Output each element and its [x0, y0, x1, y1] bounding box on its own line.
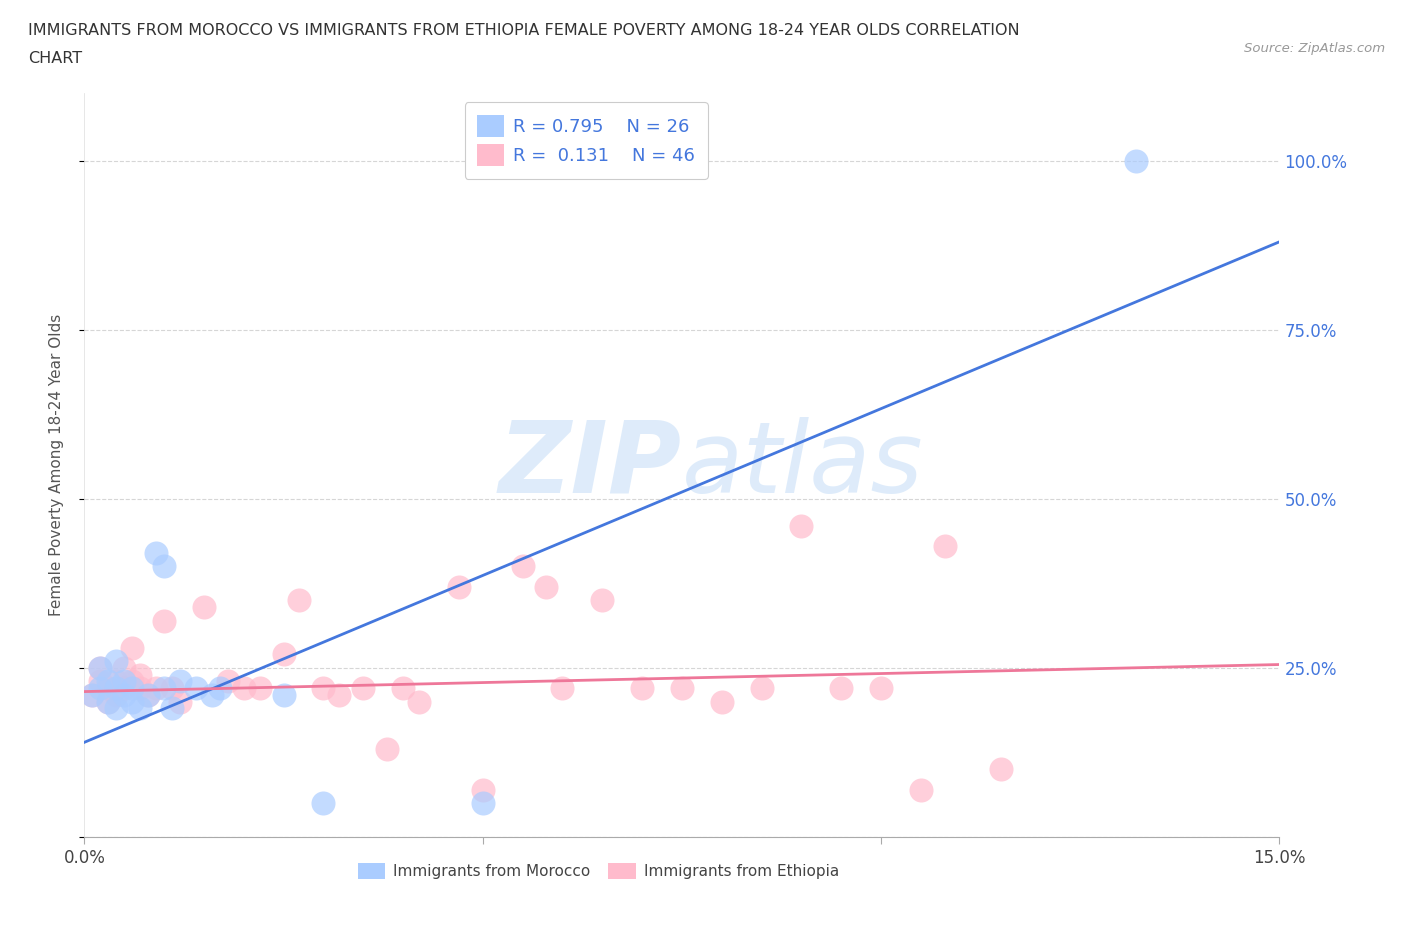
Legend: Immigrants from Morocco, Immigrants from Ethiopia: Immigrants from Morocco, Immigrants from…: [352, 857, 845, 885]
Point: [328, 687, 350, 702]
Point: [121, 674, 143, 689]
Point: [136, 687, 159, 702]
Point: [121, 640, 143, 655]
Point: [153, 613, 176, 628]
Point: [184, 681, 207, 696]
Point: [392, 681, 415, 696]
Point: [97, 681, 120, 696]
Point: [217, 674, 239, 689]
Text: atlas: atlas: [682, 417, 924, 513]
Point: [551, 681, 574, 696]
Point: [145, 546, 167, 561]
Point: [990, 762, 1012, 777]
Point: [232, 681, 254, 696]
Point: [153, 559, 176, 574]
Point: [82, 687, 104, 702]
Point: [121, 681, 143, 696]
Point: [201, 687, 224, 702]
Point: [89, 660, 111, 675]
Point: [129, 701, 152, 716]
Point: [830, 681, 852, 696]
Point: [870, 681, 893, 696]
Point: [97, 695, 120, 710]
Point: [105, 654, 128, 669]
Point: [1125, 153, 1147, 168]
Point: [89, 660, 111, 675]
Point: [631, 681, 654, 696]
Point: [112, 681, 135, 696]
Point: [273, 687, 295, 702]
Point: [288, 592, 311, 607]
Point: [89, 674, 111, 689]
Point: [169, 674, 191, 689]
Text: CHART: CHART: [28, 51, 82, 66]
Point: [751, 681, 773, 696]
Point: [471, 796, 494, 811]
Point: [375, 741, 398, 756]
Point: [790, 518, 813, 533]
Y-axis label: Female Poverty Among 18-24 Year Olds: Female Poverty Among 18-24 Year Olds: [49, 314, 63, 617]
Point: [160, 701, 183, 716]
Point: [121, 695, 143, 710]
Point: [934, 538, 956, 553]
Point: [112, 674, 135, 689]
Point: [671, 681, 693, 696]
Text: Source: ZipAtlas.com: Source: ZipAtlas.com: [1244, 42, 1385, 55]
Point: [169, 695, 191, 710]
Point: [105, 701, 128, 716]
Point: [89, 681, 111, 696]
Point: [471, 782, 494, 797]
Point: [273, 647, 295, 662]
Text: ZIP: ZIP: [499, 417, 682, 513]
Point: [408, 695, 430, 710]
Point: [710, 695, 733, 710]
Point: [312, 796, 335, 811]
Point: [129, 667, 152, 682]
Point: [312, 681, 335, 696]
Point: [105, 674, 128, 689]
Point: [105, 687, 128, 702]
Point: [208, 681, 231, 696]
Text: IMMIGRANTS FROM MOROCCO VS IMMIGRANTS FROM ETHIOPIA FEMALE POVERTY AMONG 18-24 Y: IMMIGRANTS FROM MOROCCO VS IMMIGRANTS FR…: [28, 23, 1019, 38]
Point: [112, 687, 135, 702]
Point: [97, 674, 120, 689]
Point: [193, 600, 215, 615]
Point: [249, 681, 271, 696]
Point: [447, 579, 470, 594]
Point: [97, 695, 120, 710]
Point: [112, 660, 135, 675]
Point: [105, 681, 128, 696]
Point: [145, 681, 167, 696]
Point: [352, 681, 374, 696]
Point: [910, 782, 932, 797]
Point: [153, 681, 176, 696]
Point: [136, 687, 159, 702]
Point: [129, 681, 152, 696]
Point: [591, 592, 613, 607]
Point: [82, 687, 104, 702]
Point: [512, 559, 534, 574]
Point: [160, 681, 183, 696]
Point: [536, 579, 558, 594]
